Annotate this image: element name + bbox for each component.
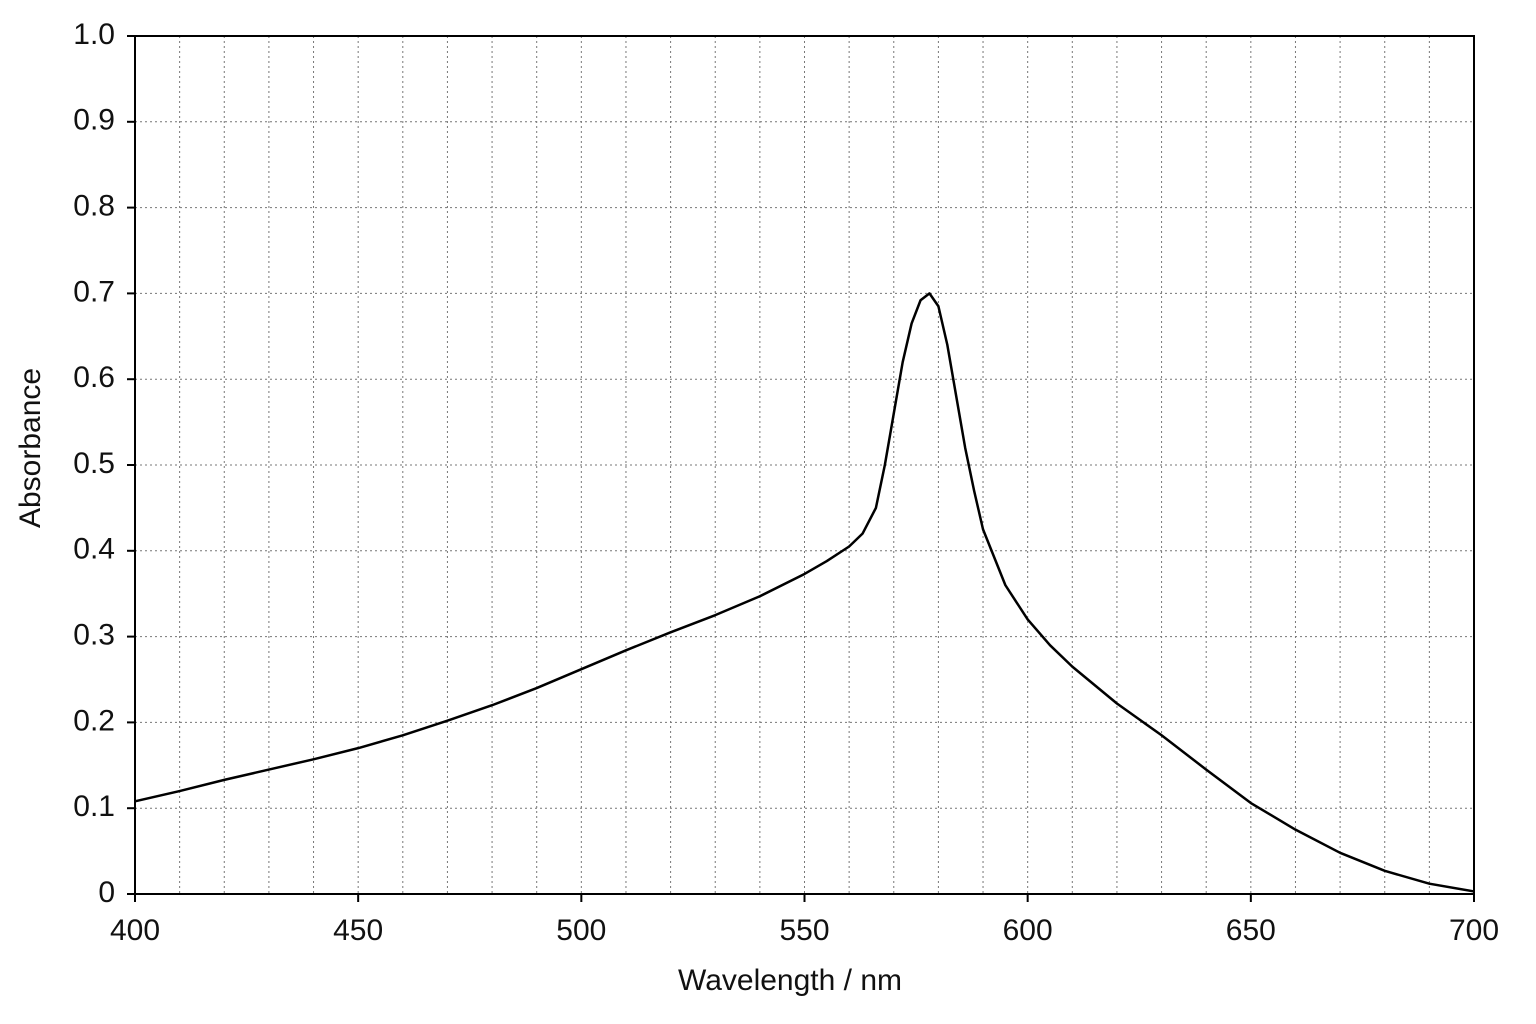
y-tick-label: 0.4 — [73, 533, 115, 566]
y-tick-label: 0.1 — [73, 790, 115, 823]
y-tick-label: 0.3 — [73, 619, 115, 652]
y-tick-label: 0.5 — [73, 447, 115, 480]
x-tick-label: 400 — [110, 914, 160, 947]
x-tick-label: 500 — [556, 914, 606, 947]
x-tick-label: 450 — [333, 914, 383, 947]
y-tick-label: 0.6 — [73, 361, 115, 394]
y-tick-label: 0.9 — [73, 104, 115, 137]
data-line — [134, 292, 1475, 893]
y-tick-label: 0.8 — [73, 190, 115, 223]
x-tick-label: 550 — [779, 914, 829, 947]
y-axis-label: Absorbance — [14, 368, 47, 528]
y-tick-label: 0 — [98, 876, 115, 909]
x-tick-label: 700 — [1449, 914, 1499, 947]
y-tick-label: 1.0 — [73, 18, 115, 51]
x-tick-label: 650 — [1226, 914, 1276, 947]
y-tick-label: 0.2 — [73, 704, 115, 737]
y-tick-label: 0.7 — [73, 275, 115, 308]
x-axis-label: Wavelength / nm — [678, 964, 902, 997]
x-tick-label: 600 — [1003, 914, 1053, 947]
plot-frame — [134, 35, 1475, 895]
